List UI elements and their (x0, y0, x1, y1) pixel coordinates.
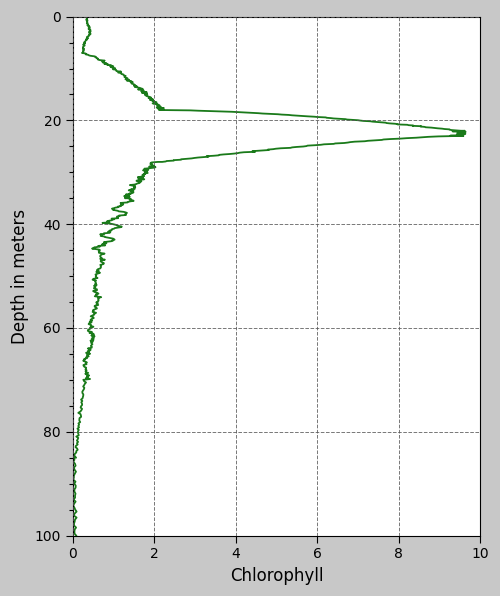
Y-axis label: Depth in meters: Depth in meters (11, 209, 29, 344)
X-axis label: Chlorophyll: Chlorophyll (230, 567, 323, 585)
